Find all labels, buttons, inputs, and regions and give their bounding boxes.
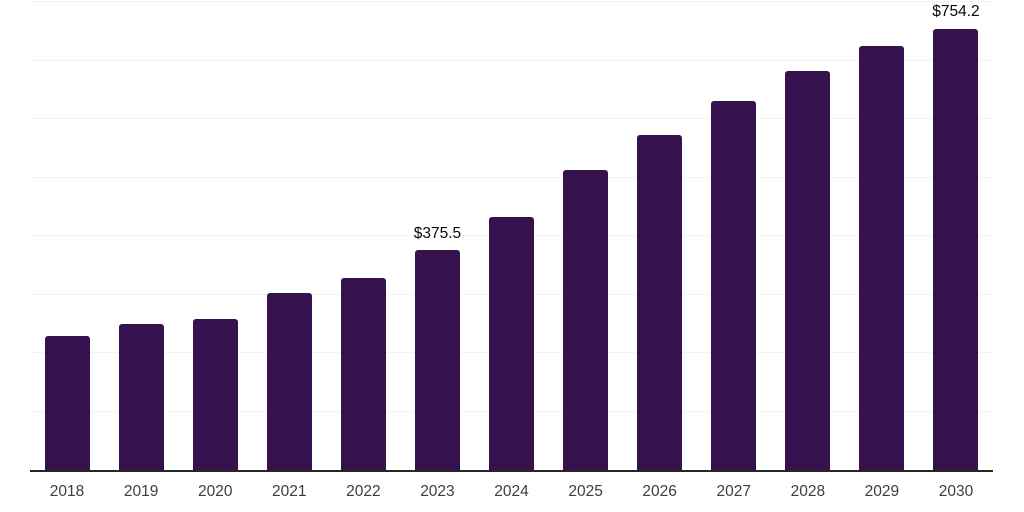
plot-area: $375.5 $754.2: [30, 1, 993, 472]
x-tick-2027: 2027: [716, 483, 751, 500]
bar-2025: [563, 169, 609, 470]
x-tick-2019: 2019: [123, 483, 159, 500]
x-tick-2028: 2028: [790, 483, 826, 500]
x-axis: 2018 2019 2020 2021 2022 2023 2024 2025 2026 2027…: [30, 472, 993, 501]
bar-slot-2019: [104, 2, 178, 470]
bar-slot-2029: [845, 2, 919, 470]
bar-2018: [44, 336, 90, 470]
bar-slot-2027: [697, 2, 771, 470]
x-tick-2021: 2021: [272, 483, 307, 500]
bar-2020: [192, 319, 238, 470]
x-tick-2026: 2026: [642, 483, 677, 500]
x-tick-2018: 2018: [49, 483, 85, 500]
bar-slot-2026: [623, 2, 697, 470]
bar-slot-2025: [549, 2, 623, 470]
bar-2023: [414, 250, 460, 470]
bar-slot-2018: [30, 2, 104, 470]
x-tick-2022: 2022: [346, 483, 381, 500]
gridline-800: [30, 1, 993, 2]
bar-slot-2024: [474, 2, 548, 470]
x-tick-2023: 2023: [420, 483, 455, 500]
x-tick-2020: 2020: [197, 483, 233, 500]
bar-2030: [933, 28, 979, 470]
bar-2022: [340, 277, 386, 470]
bar-layer: $375.5 $754.2: [30, 2, 993, 470]
x-tick-2029: 2029: [864, 483, 900, 500]
gridline-600: [30, 118, 993, 119]
bar-slot-2020: [178, 2, 252, 470]
bar-2019: [118, 324, 164, 470]
bar-2028: [785, 71, 831, 470]
bar-2024: [489, 217, 534, 470]
gridline-500: [30, 176, 993, 178]
bar-slot-2022: [326, 2, 400, 470]
bar-2029: [859, 46, 905, 470]
bar-slot-2021: [252, 2, 326, 470]
bar-2027: [711, 101, 757, 470]
bar-slot-2023: $375.5: [400, 2, 474, 470]
gridline-700: [30, 59, 993, 61]
bar-2021: [266, 293, 312, 470]
x-tick-2025: 2025: [568, 483, 603, 500]
data-label-2030: $754.2: [932, 3, 980, 21]
bar-slot-2028: [771, 2, 845, 470]
x-tick-2024: 2024: [494, 483, 529, 500]
x-tick-2030: 2030: [938, 483, 974, 500]
bar-slot-2030: $754.2: [919, 2, 993, 470]
bar-2026: [637, 135, 683, 470]
data-label-2023: $375.5: [413, 224, 462, 242]
